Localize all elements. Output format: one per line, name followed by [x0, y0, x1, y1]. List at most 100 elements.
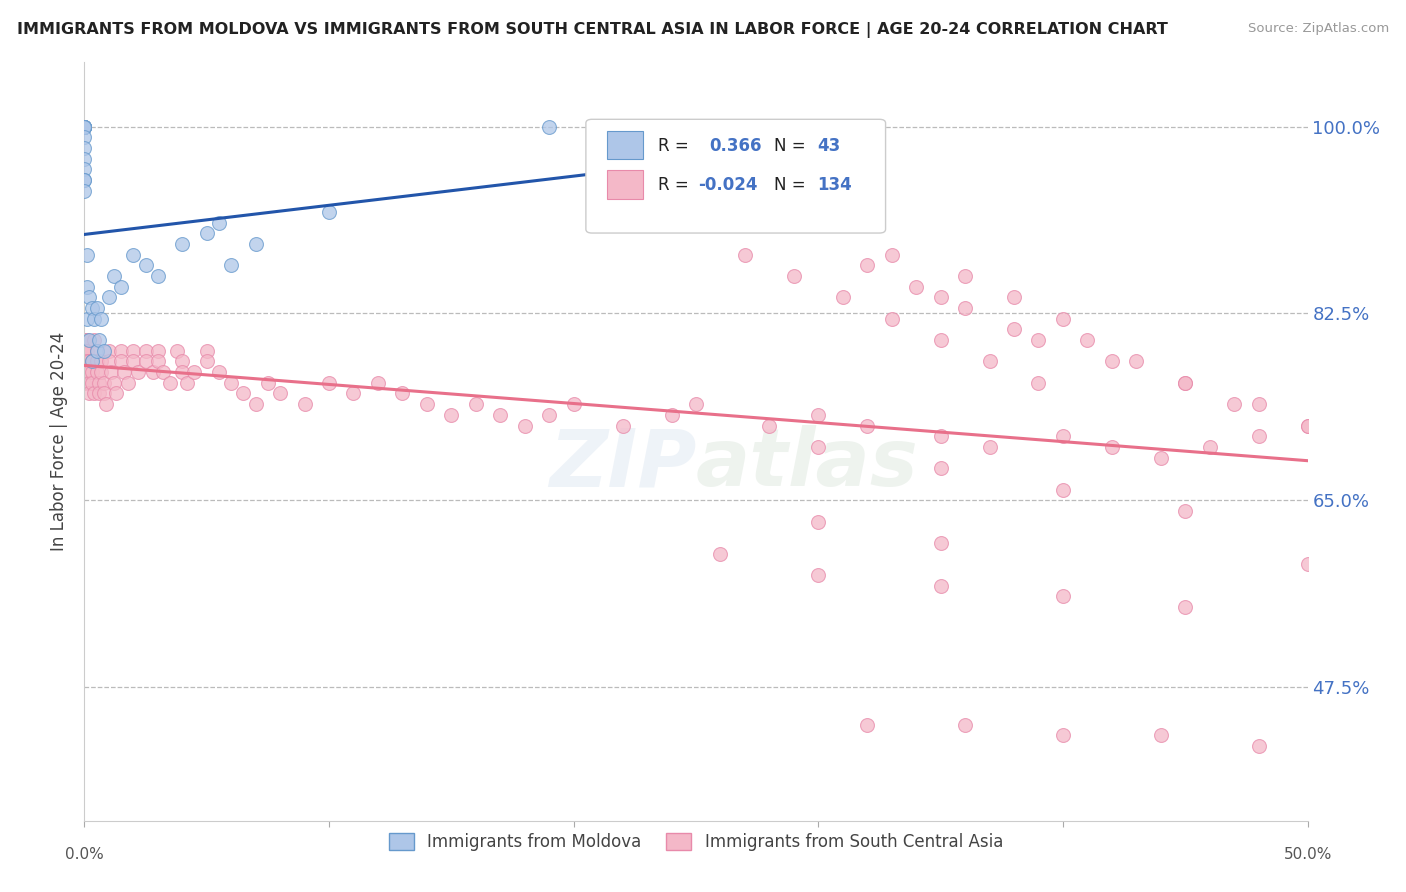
- Point: [1028, 376, 1050, 390]
- Text: 134: 134: [817, 177, 852, 194]
- Point: [77, 376, 100, 390]
- Text: 43: 43: [817, 136, 841, 155]
- Point: [1052, 590, 1074, 604]
- Point: [758, 418, 780, 433]
- Point: [77, 354, 100, 368]
- Point: [1198, 440, 1220, 454]
- Point: [1247, 429, 1270, 443]
- Point: [1002, 322, 1025, 336]
- Point: [87, 333, 110, 347]
- Point: [1125, 354, 1147, 368]
- Point: [1002, 290, 1025, 304]
- Point: [1296, 418, 1319, 433]
- Point: [807, 568, 830, 582]
- Point: [73, 141, 96, 155]
- Point: [440, 408, 463, 422]
- Point: [734, 247, 756, 261]
- Point: [245, 237, 267, 252]
- Point: [770, 120, 793, 134]
- Point: [929, 536, 952, 550]
- Text: Source: ZipAtlas.com: Source: ZipAtlas.com: [1249, 22, 1389, 36]
- Point: [110, 343, 132, 358]
- Point: [73, 173, 96, 187]
- Point: [1052, 728, 1074, 742]
- Point: [142, 365, 165, 379]
- Text: 50.0%: 50.0%: [1284, 847, 1331, 863]
- Point: [73, 354, 96, 368]
- Point: [172, 237, 194, 252]
- Point: [97, 290, 120, 304]
- Point: [73, 343, 96, 358]
- Point: [73, 120, 96, 134]
- Point: [1174, 376, 1197, 390]
- Point: [929, 333, 952, 347]
- Point: [979, 440, 1001, 454]
- Point: [73, 120, 96, 134]
- Point: [953, 717, 976, 731]
- Point: [83, 333, 105, 347]
- Point: [73, 365, 96, 379]
- Point: [929, 429, 952, 443]
- Text: N =: N =: [775, 177, 806, 194]
- Point: [709, 547, 731, 561]
- Point: [73, 152, 96, 166]
- Point: [76, 279, 98, 293]
- Text: ZIP: ZIP: [548, 425, 696, 503]
- Point: [1101, 354, 1123, 368]
- Point: [103, 376, 125, 390]
- Point: [538, 120, 561, 134]
- Point: [464, 397, 486, 411]
- Point: [127, 365, 149, 379]
- Point: [100, 365, 122, 379]
- Point: [122, 354, 145, 368]
- Point: [146, 343, 169, 358]
- Point: [77, 365, 100, 379]
- Point: [73, 354, 96, 368]
- Point: [112, 365, 135, 379]
- Point: [1174, 600, 1197, 615]
- Point: [73, 365, 96, 379]
- Point: [856, 418, 879, 433]
- Point: [269, 386, 291, 401]
- Point: [1150, 728, 1173, 742]
- Point: [807, 515, 830, 529]
- Point: [97, 343, 120, 358]
- Point: [73, 120, 96, 134]
- Point: [856, 258, 879, 272]
- Point: [929, 579, 952, 593]
- Point: [783, 268, 806, 283]
- Point: [1101, 440, 1123, 454]
- Point: [208, 365, 231, 379]
- Point: [172, 365, 194, 379]
- Point: [110, 354, 132, 368]
- Point: [1174, 376, 1197, 390]
- Point: [86, 343, 108, 358]
- Point: [122, 247, 145, 261]
- Point: [90, 365, 112, 379]
- Point: [73, 376, 96, 390]
- Point: [80, 376, 103, 390]
- Text: N =: N =: [775, 136, 806, 155]
- Point: [87, 376, 110, 390]
- Point: [93, 386, 115, 401]
- Text: -0.024: -0.024: [699, 177, 758, 194]
- Point: [90, 311, 112, 326]
- Point: [183, 365, 205, 379]
- Point: [172, 354, 194, 368]
- Point: [80, 354, 103, 368]
- Point: [831, 290, 853, 304]
- Point: [318, 376, 340, 390]
- Point: [1296, 418, 1319, 433]
- FancyBboxPatch shape: [606, 170, 644, 199]
- Point: [661, 408, 683, 422]
- Point: [146, 268, 169, 283]
- Point: [342, 386, 364, 401]
- Point: [93, 376, 115, 390]
- Point: [135, 354, 157, 368]
- Point: [1052, 483, 1074, 497]
- Point: [685, 397, 707, 411]
- Point: [77, 333, 100, 347]
- Point: [76, 333, 98, 347]
- Point: [76, 354, 98, 368]
- Point: [73, 333, 96, 347]
